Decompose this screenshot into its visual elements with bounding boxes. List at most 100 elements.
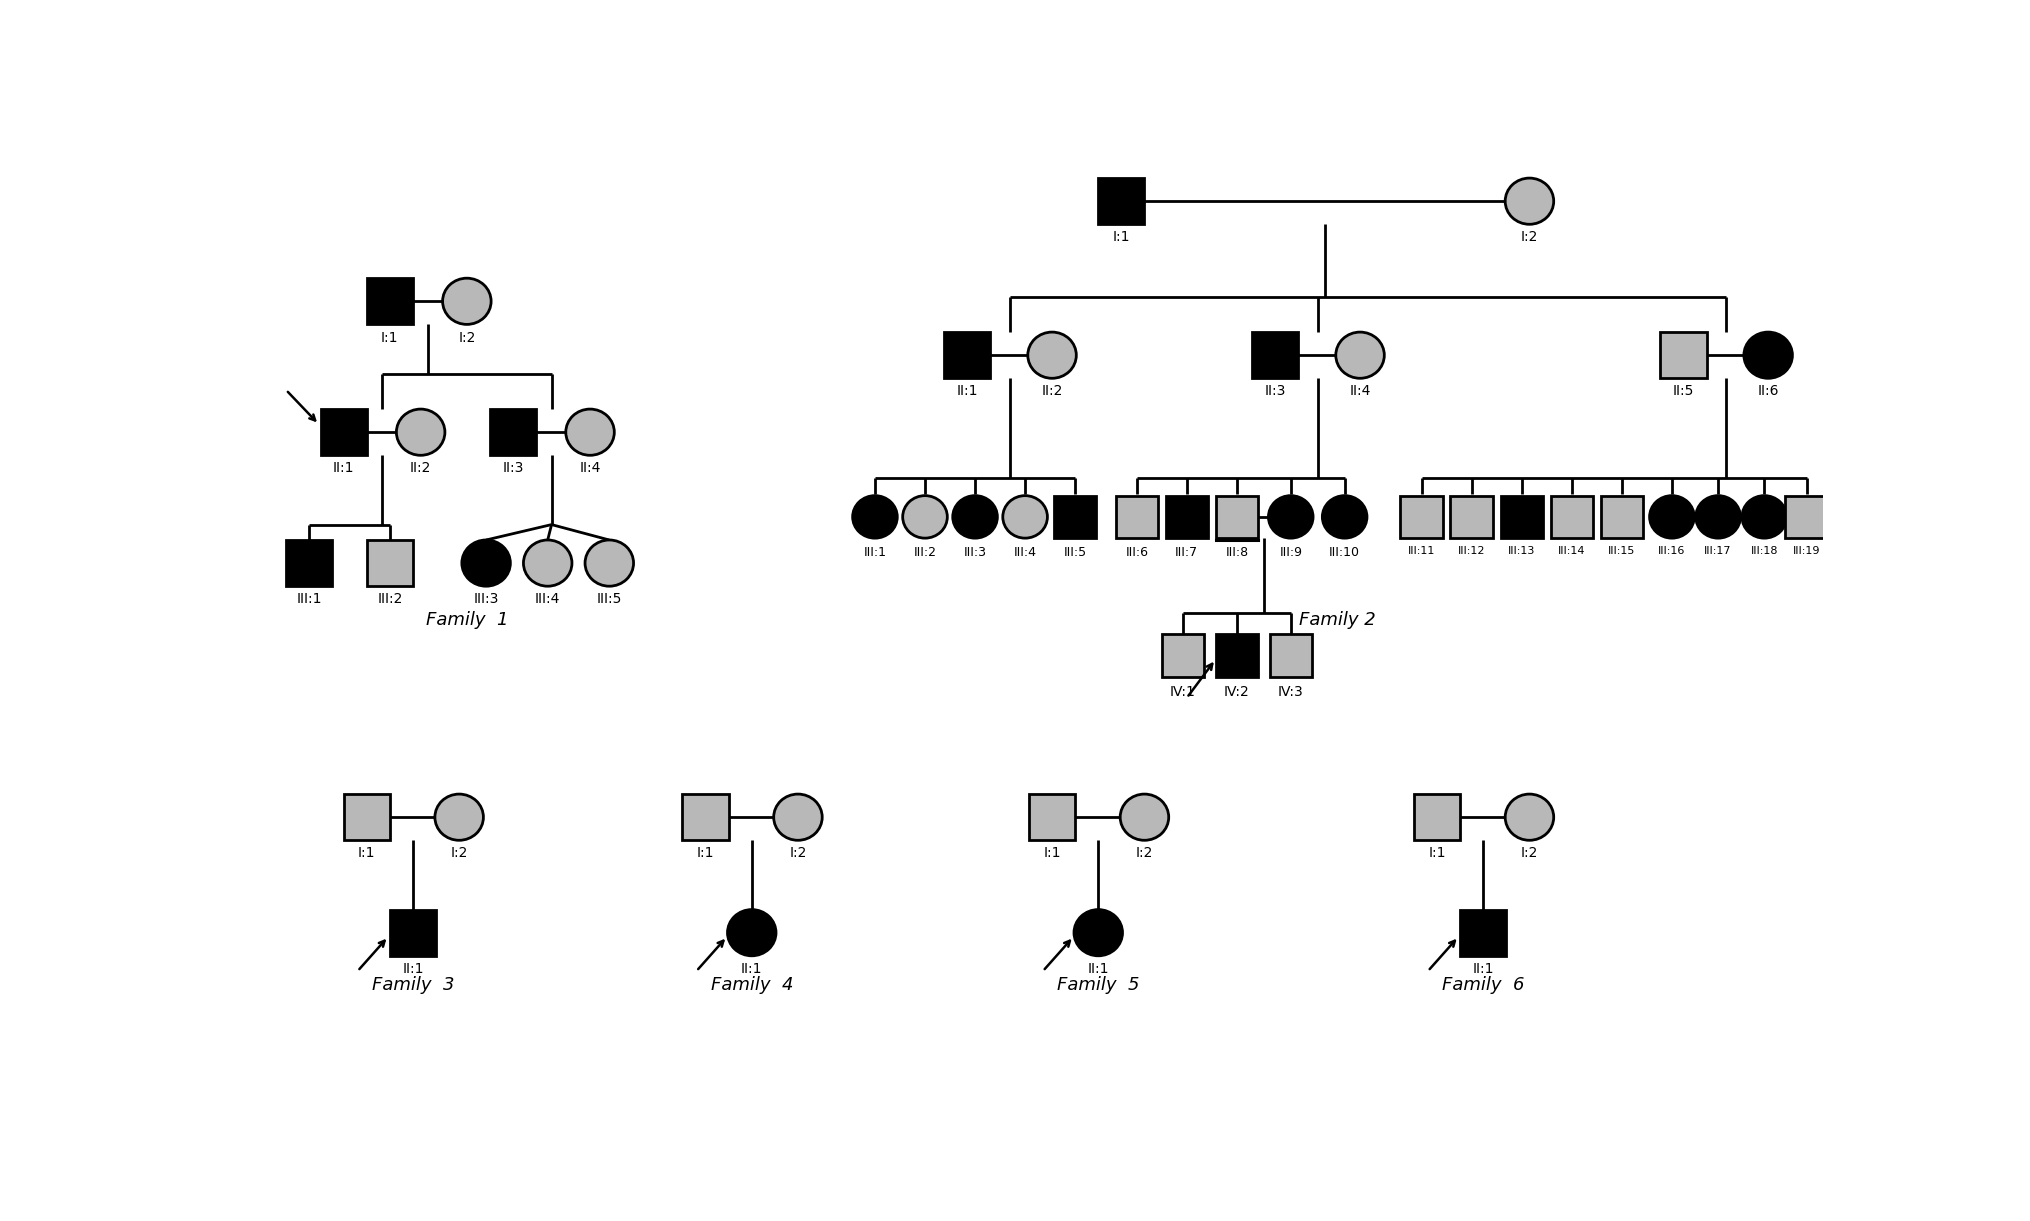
Text: III:14: III:14: [1557, 546, 1585, 556]
Text: Family  6: Family 6: [1441, 977, 1525, 994]
Bar: [944, 332, 991, 379]
Bar: [1216, 634, 1257, 676]
Text: Family 2: Family 2: [1297, 610, 1374, 629]
Bar: [1449, 496, 1492, 538]
Bar: [1661, 332, 1705, 379]
Ellipse shape: [1336, 332, 1384, 379]
Ellipse shape: [1504, 794, 1553, 840]
Bar: [390, 910, 436, 956]
Text: III:11: III:11: [1407, 546, 1435, 556]
Text: Family  5: Family 5: [1056, 977, 1139, 994]
Ellipse shape: [1744, 332, 1792, 379]
Text: II:4: II:4: [1348, 385, 1370, 398]
Ellipse shape: [566, 409, 613, 455]
Ellipse shape: [853, 496, 897, 538]
Text: II:1: II:1: [741, 962, 761, 976]
Text: III:16: III:16: [1656, 546, 1685, 556]
Ellipse shape: [1648, 496, 1693, 538]
Text: III:19: III:19: [1792, 546, 1819, 556]
Text: IV:3: IV:3: [1277, 685, 1303, 698]
Text: II:5: II:5: [1673, 385, 1693, 398]
Text: II:1: II:1: [1086, 962, 1108, 976]
Text: I:1: I:1: [357, 846, 376, 861]
Bar: [343, 794, 390, 840]
Text: I:2: I:2: [790, 846, 806, 861]
Bar: [286, 540, 333, 586]
Bar: [1269, 634, 1311, 676]
Text: II:2: II:2: [1041, 385, 1062, 398]
Text: III:1: III:1: [863, 546, 885, 559]
Ellipse shape: [461, 540, 510, 586]
Text: I:1: I:1: [1112, 231, 1129, 244]
Text: III:5: III:5: [597, 592, 621, 607]
Text: III:6: III:6: [1125, 546, 1147, 559]
Text: II:4: II:4: [579, 462, 601, 475]
Bar: [1500, 496, 1543, 538]
Text: Family  3: Family 3: [371, 977, 455, 994]
Ellipse shape: [443, 278, 491, 325]
Ellipse shape: [1003, 496, 1047, 538]
Bar: [1549, 496, 1592, 538]
Bar: [367, 278, 412, 325]
Text: I:2: I:2: [451, 846, 467, 861]
Text: III:18: III:18: [1750, 546, 1776, 556]
Ellipse shape: [901, 496, 946, 538]
Bar: [1253, 332, 1297, 379]
Text: III:17: III:17: [1703, 546, 1732, 556]
Text: I:1: I:1: [1427, 846, 1445, 861]
Text: IV:2: IV:2: [1224, 685, 1248, 698]
Bar: [367, 540, 412, 586]
Text: Family  1: Family 1: [426, 610, 508, 629]
Text: II:3: II:3: [1265, 385, 1285, 398]
Text: I:2: I:2: [1520, 846, 1537, 861]
Bar: [489, 409, 536, 455]
Text: III:1: III:1: [296, 592, 321, 607]
Text: II:1: II:1: [402, 962, 424, 976]
Text: III:4: III:4: [534, 592, 560, 607]
Bar: [1600, 496, 1642, 538]
Text: I:2: I:2: [1135, 846, 1153, 861]
Bar: [1114, 496, 1157, 538]
Text: III:10: III:10: [1328, 546, 1360, 559]
Text: II:6: II:6: [1756, 385, 1778, 398]
Text: III:3: III:3: [473, 592, 499, 607]
Text: III:8: III:8: [1224, 546, 1248, 559]
Text: III:15: III:15: [1608, 546, 1634, 556]
Bar: [1029, 794, 1074, 840]
Ellipse shape: [1074, 910, 1123, 956]
Bar: [682, 794, 729, 840]
Text: III:3: III:3: [962, 546, 987, 559]
Text: III:2: III:2: [378, 592, 402, 607]
Ellipse shape: [952, 496, 997, 538]
Text: I:1: I:1: [1043, 846, 1060, 861]
Bar: [321, 409, 367, 455]
Text: III:2: III:2: [914, 546, 936, 559]
Bar: [1401, 496, 1441, 538]
Bar: [1460, 910, 1506, 956]
Ellipse shape: [1742, 496, 1786, 538]
Text: III:7: III:7: [1175, 546, 1198, 559]
Bar: [1054, 496, 1096, 538]
Ellipse shape: [1504, 178, 1553, 225]
Bar: [1098, 178, 1143, 225]
Bar: [1784, 496, 1827, 538]
Ellipse shape: [773, 794, 822, 840]
Text: II:1: II:1: [333, 462, 353, 475]
Bar: [1413, 794, 1460, 840]
Ellipse shape: [524, 540, 572, 586]
Text: I:1: I:1: [696, 846, 715, 861]
Text: II:1: II:1: [1472, 962, 1494, 976]
Text: I:2: I:2: [1520, 231, 1537, 244]
Bar: [1216, 496, 1257, 538]
Ellipse shape: [1027, 332, 1076, 379]
Ellipse shape: [1322, 496, 1366, 538]
Text: IV:1: IV:1: [1169, 685, 1196, 698]
Text: III:9: III:9: [1279, 546, 1301, 559]
Text: III:4: III:4: [1013, 546, 1035, 559]
Ellipse shape: [727, 910, 775, 956]
Text: Family  4: Family 4: [710, 977, 792, 994]
Text: III:12: III:12: [1458, 546, 1484, 556]
Text: I:2: I:2: [459, 331, 475, 344]
Text: I:1: I:1: [382, 331, 398, 344]
Text: II:1: II:1: [956, 385, 978, 398]
